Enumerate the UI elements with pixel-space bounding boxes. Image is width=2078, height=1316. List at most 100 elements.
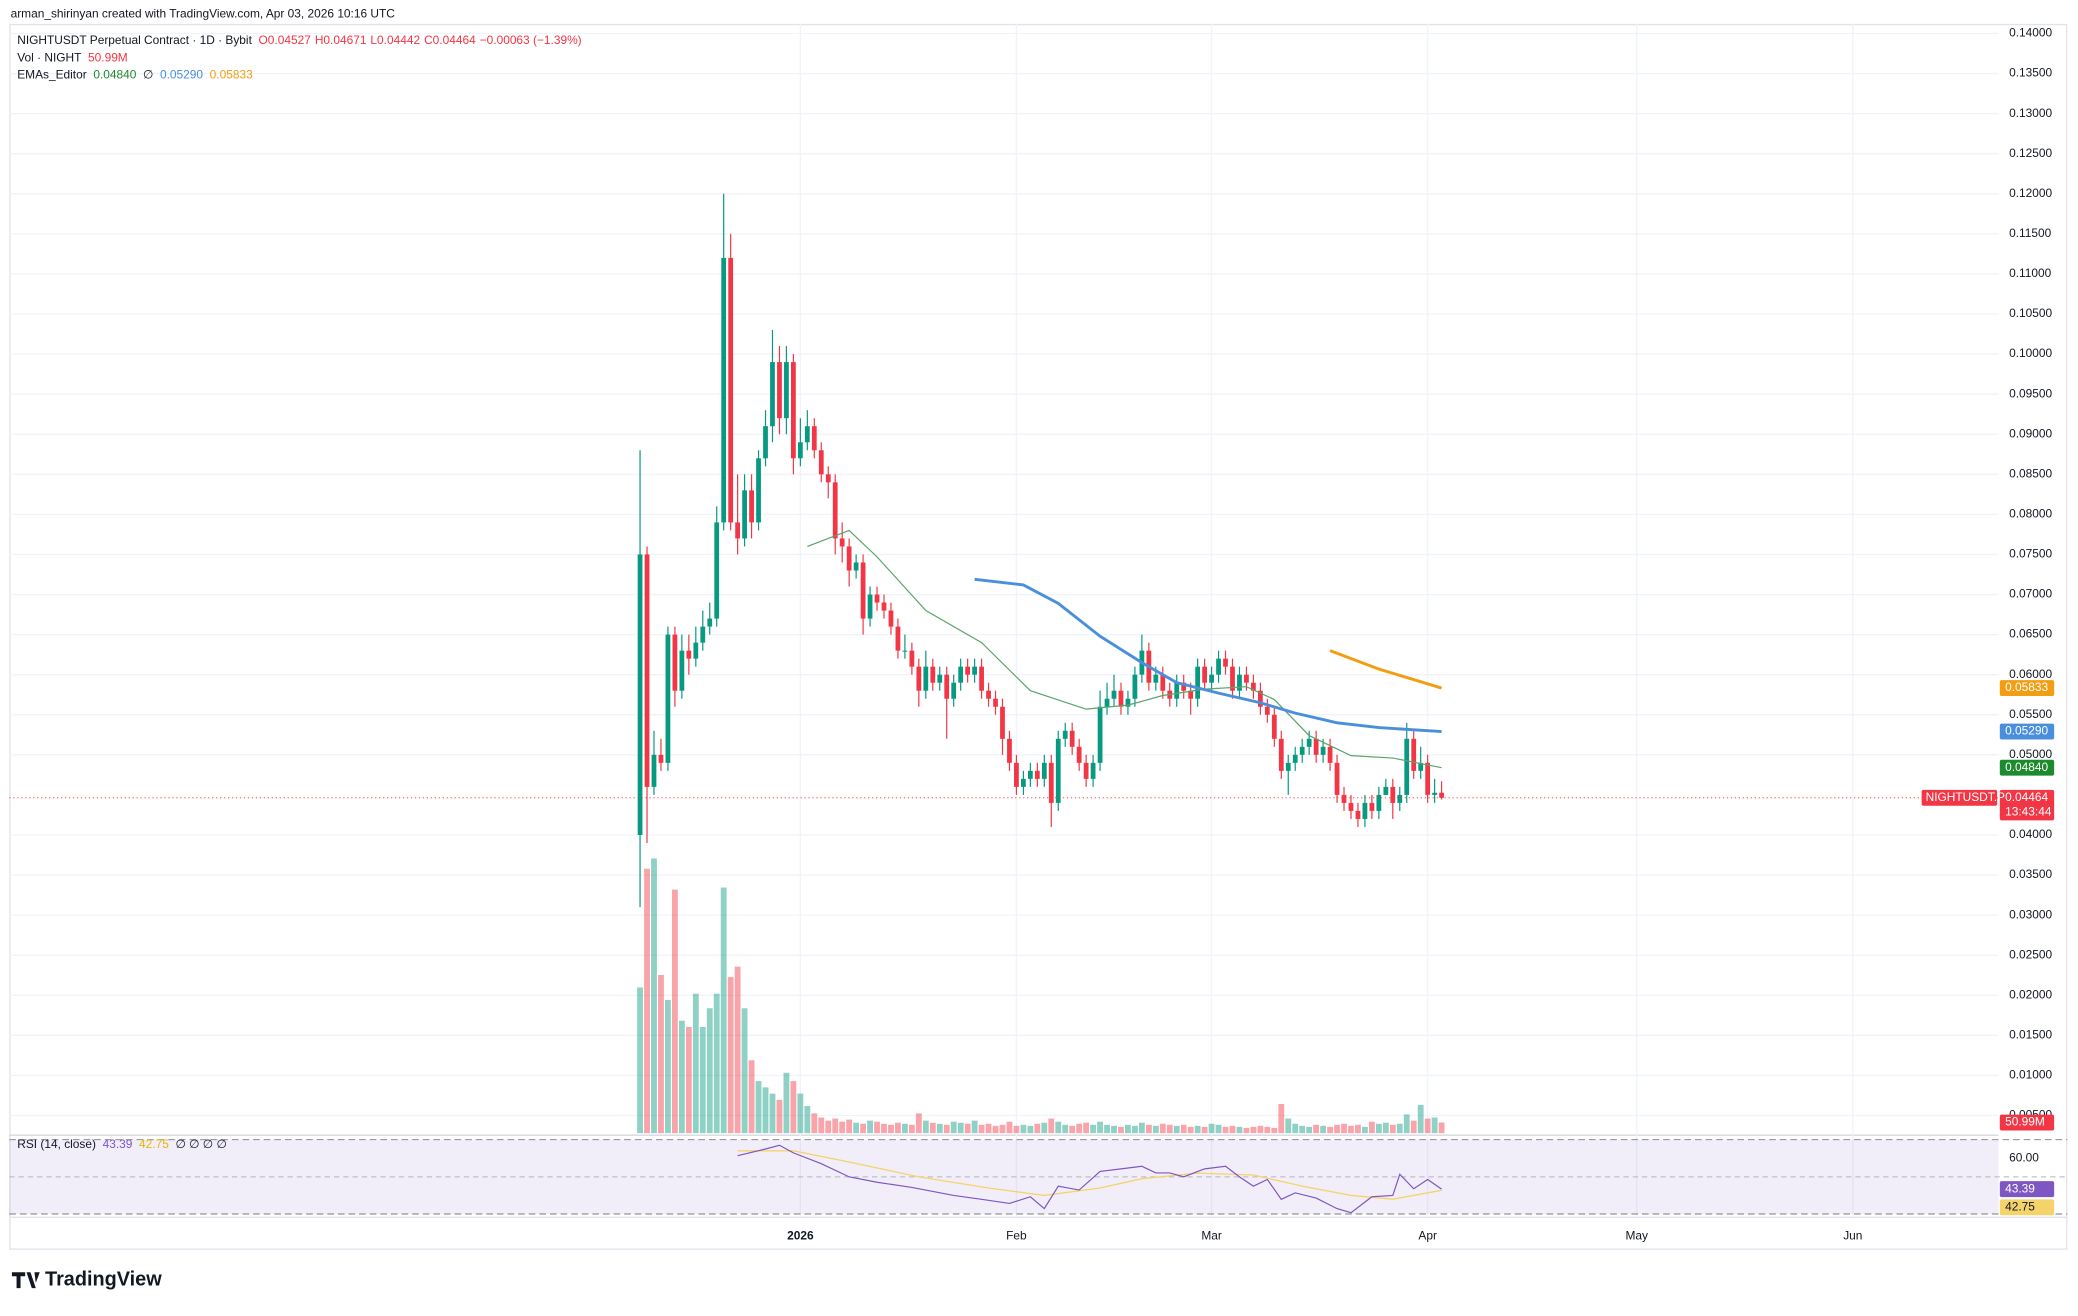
candle-body — [1306, 738, 1312, 747]
candle-body — [839, 538, 845, 547]
candle-body — [818, 450, 824, 475]
volume-bar — [1278, 1103, 1285, 1134]
candle-body — [1271, 714, 1277, 739]
candle-body — [1125, 698, 1131, 707]
ema-badge-bg — [1999, 759, 2055, 776]
candle-body — [1230, 666, 1235, 691]
candle-body — [1439, 792, 1444, 798]
candle-body — [770, 362, 775, 427]
legend-item: 43.39 — [103, 1137, 133, 1151]
legend-item: 0.04840 — [93, 68, 136, 82]
candle-body — [944, 674, 950, 699]
volume-bar — [1424, 1118, 1431, 1134]
volume-bar — [999, 1124, 1006, 1134]
volume-bar — [853, 1122, 860, 1134]
candle-body — [784, 362, 789, 419]
candle-body — [993, 698, 998, 707]
ema-badge: 0.05833 — [2005, 680, 2048, 694]
volume-bar — [936, 1123, 943, 1134]
candle-body — [742, 490, 747, 539]
volume-bar — [929, 1122, 936, 1134]
candle-body — [721, 257, 727, 523]
y-tick-label: 0.01500 — [2009, 1027, 2052, 1041]
candle-body — [686, 650, 692, 659]
symbol-badge: NIGHTUSDT.P — [1926, 790, 2005, 804]
candle-body — [1334, 762, 1340, 795]
y-tick-label: 0.11500 — [2009, 226, 2052, 240]
volume-bar — [1250, 1126, 1257, 1134]
candle-body — [1111, 690, 1117, 699]
legend-row: NIGHTUSDT Perpetual Contract · 1D · Bybi… — [17, 33, 581, 47]
y-tick-label: 0.05500 — [2009, 707, 2052, 721]
y-tick-label: 0.03000 — [2009, 907, 2052, 921]
candle-body — [679, 650, 685, 691]
ema-line — [974, 577, 1442, 734]
volume-bar — [1020, 1124, 1027, 1134]
legend-item: 42.75 — [139, 1137, 169, 1151]
candle-body — [637, 554, 643, 835]
candle-body — [756, 458, 761, 523]
volume-bar — [1264, 1126, 1271, 1134]
candle-body — [1202, 666, 1207, 683]
candle-body — [811, 426, 817, 451]
rsi-ma-line — [737, 1150, 1442, 1200]
candle-body — [1090, 762, 1096, 779]
volume-bar — [1208, 1123, 1215, 1134]
volume-bar — [867, 1120, 873, 1134]
candle-body — [1076, 746, 1082, 763]
legend-item: C0.04464 — [424, 33, 476, 47]
candle-body — [909, 650, 915, 667]
candle-body — [874, 594, 880, 603]
legend-item: ∅ — [143, 68, 153, 82]
candle-body — [965, 666, 971, 675]
volume-bar — [1125, 1124, 1131, 1134]
candle-body — [1048, 762, 1054, 803]
candle-body — [1383, 786, 1389, 795]
y-tick-label: 0.10000 — [2009, 346, 2052, 360]
rsi-tick-label: 60.00 — [2009, 1150, 2039, 1164]
candle-body — [1257, 690, 1263, 707]
candle-body — [937, 674, 943, 683]
candle-body — [853, 562, 859, 571]
candle-body — [1174, 682, 1180, 699]
volume-bar — [1027, 1125, 1034, 1134]
y-tick-label: 0.02500 — [2009, 947, 2052, 961]
candle-body — [1000, 706, 1005, 739]
candle-body — [902, 650, 908, 652]
volume-bar — [1118, 1126, 1124, 1134]
chart-frame — [9, 23, 2068, 1250]
volume-bar — [1348, 1125, 1354, 1134]
volume-bar — [971, 1120, 978, 1134]
legend-item: EMAs_Editor — [17, 68, 87, 82]
volume-bar — [1097, 1121, 1103, 1134]
volume-bar — [637, 987, 643, 1134]
candle-body — [1327, 746, 1333, 763]
volume-bar — [1180, 1124, 1187, 1134]
volume-bar — [1313, 1124, 1320, 1134]
rsi-ma-badge: 42.75 — [2005, 1199, 2035, 1213]
y-tick-label: 0.08500 — [2009, 466, 2052, 480]
y-tick-label: 0.13500 — [2009, 66, 2052, 80]
candle-body — [1195, 666, 1201, 699]
volume-bar — [832, 1118, 839, 1134]
x-tick-label: Apr — [1418, 1229, 1437, 1243]
y-tick-label: 0.08000 — [2009, 507, 2052, 521]
y-tick-label: 0.12500 — [2009, 146, 2052, 160]
candle-body — [749, 490, 754, 523]
candle-body — [1055, 738, 1061, 803]
volume-bar — [658, 974, 664, 1134]
volume-bar — [1320, 1125, 1327, 1134]
volume-bar — [1201, 1126, 1208, 1134]
legend-item: RSI (14, close) — [17, 1137, 96, 1151]
volume-bar — [1194, 1125, 1201, 1134]
ema-badge-bg — [1999, 680, 2055, 697]
candle-body — [1097, 706, 1103, 763]
candle-body — [1397, 794, 1403, 803]
candle-body — [1418, 762, 1424, 771]
volume-bar — [1104, 1124, 1110, 1134]
candle-body — [728, 257, 734, 523]
x-tick-label: Feb — [1006, 1229, 1027, 1243]
candle-body — [979, 666, 984, 691]
legend-row: EMAs_Editor 0.04840 ∅ 0.05290 0.05833 — [17, 68, 253, 82]
ema-badge: 0.04840 — [2005, 760, 2048, 774]
